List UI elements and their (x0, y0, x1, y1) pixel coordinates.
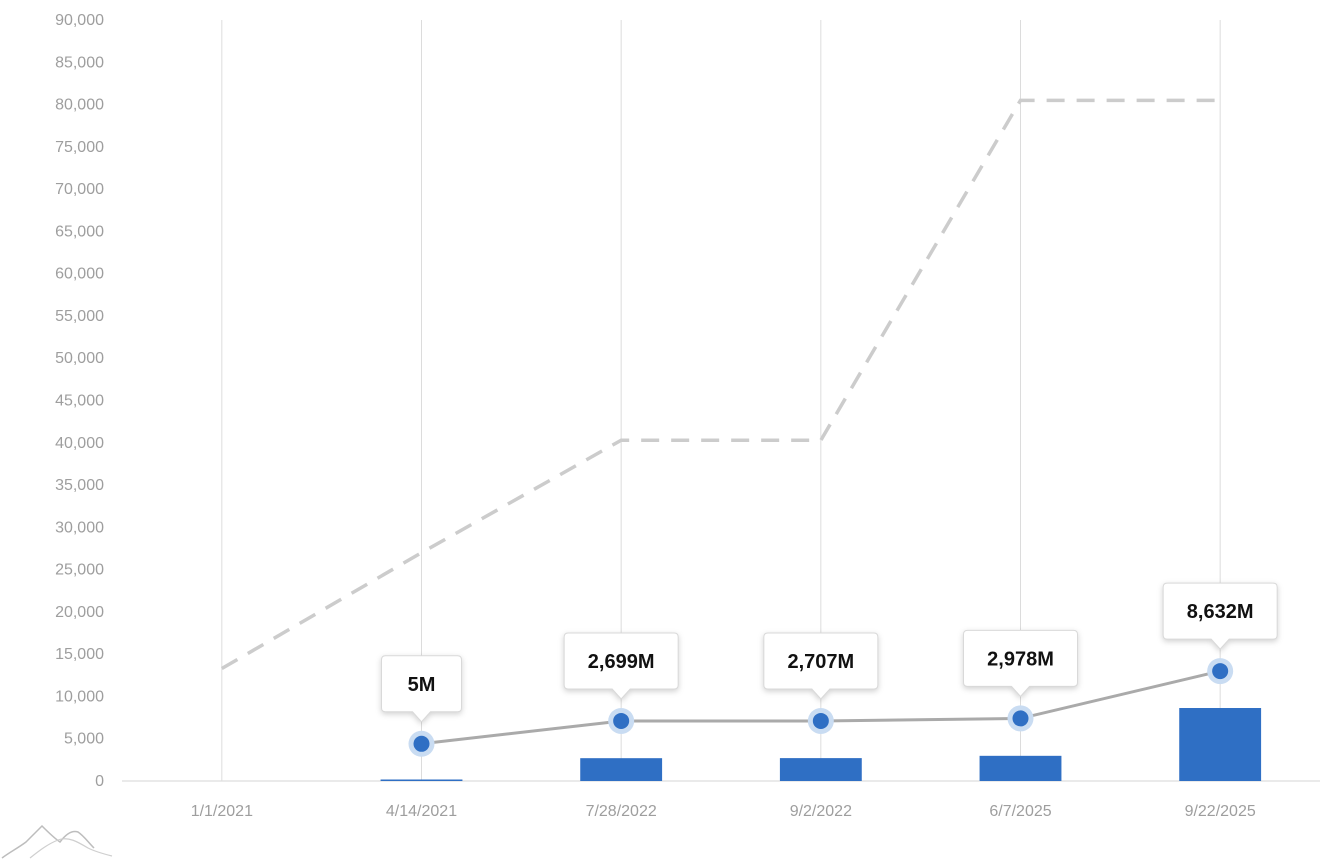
bar-value-label: 2,707M (787, 651, 854, 673)
value-callout: 2,978M (963, 629, 1078, 698)
value-callout: 2,699M (563, 632, 679, 700)
y-tick-label: 20,000 (55, 604, 104, 621)
callout-box (381, 655, 462, 723)
x-tick-label: 4/14/2021 (386, 803, 457, 820)
callout-box (763, 632, 879, 700)
y-tick-label: 30,000 (55, 519, 104, 536)
bars (380, 708, 1262, 781)
bar (979, 755, 1062, 781)
value-callout: 8,632M (1162, 582, 1278, 650)
bar-value-label: 8,632M (1187, 601, 1254, 623)
y-tick-label: 25,000 (55, 562, 104, 579)
y-tick-label: 65,000 (55, 223, 104, 240)
y-tick-label: 85,000 (55, 54, 104, 71)
y-tick-label: 80,000 (55, 97, 104, 114)
callout-box (1162, 582, 1278, 650)
callout-box (963, 629, 1078, 698)
y-tick-label: 35,000 (55, 477, 104, 494)
y-tick-label: 15,000 (55, 646, 104, 663)
bar-value-label: 2,699M (588, 651, 655, 673)
y-tick-label: 45,000 (55, 393, 104, 410)
line-point (613, 712, 630, 729)
value-callout: 5M (381, 655, 462, 723)
callouts: 5M 2,699M 2,707M 2,978M 8,632M (381, 582, 1278, 723)
value-callout: 2,707M (763, 632, 879, 700)
y-axis: 0 5,000 10,000 15,000 20,000 25,000 30,000 35,0… (55, 12, 104, 790)
dashed-series-line (220, 98, 1221, 671)
line-point (1012, 710, 1029, 727)
bar (1179, 708, 1262, 781)
bar-value-label: 2,978M (987, 648, 1054, 670)
y-tick-label: 10,000 (55, 688, 104, 705)
grid (122, 20, 1320, 782)
solid-line-series (408, 658, 1234, 757)
y-tick-label: 70,000 (55, 181, 104, 198)
y-tick-label: 0 (95, 773, 104, 790)
x-tick-label: 6/7/2025 (989, 803, 1051, 820)
x-tick-label: 7/28/2022 (586, 803, 657, 820)
line-point (812, 712, 829, 729)
bar-value-label: 5M (408, 674, 436, 696)
bar (779, 758, 862, 781)
y-tick-label: 5,000 (64, 731, 104, 748)
y-tick-label: 40,000 (55, 435, 104, 452)
y-tick-label: 75,000 (55, 139, 104, 156)
bar (380, 779, 463, 781)
mountain-line-icon (1, 824, 113, 859)
x-tick-label: 9/22/2025 (1185, 803, 1256, 820)
y-tick-label: 50,000 (55, 350, 104, 367)
y-tick-label: 90,000 (55, 12, 104, 29)
y-tick-label: 60,000 (55, 266, 104, 283)
line-point (1212, 663, 1229, 680)
callout-box (563, 632, 679, 700)
x-tick-label: 1/1/2021 (191, 803, 253, 820)
bar (580, 758, 663, 781)
line-point (413, 735, 430, 752)
dashed-line-series (220, 98, 1221, 671)
x-tick-label: 9/2/2022 (790, 803, 852, 820)
y-tick-label: 55,000 (55, 308, 104, 325)
x-axis: 1/1/2021 4/14/2021 7/28/2022 9/2/2022 6/7/20… (191, 803, 1256, 820)
